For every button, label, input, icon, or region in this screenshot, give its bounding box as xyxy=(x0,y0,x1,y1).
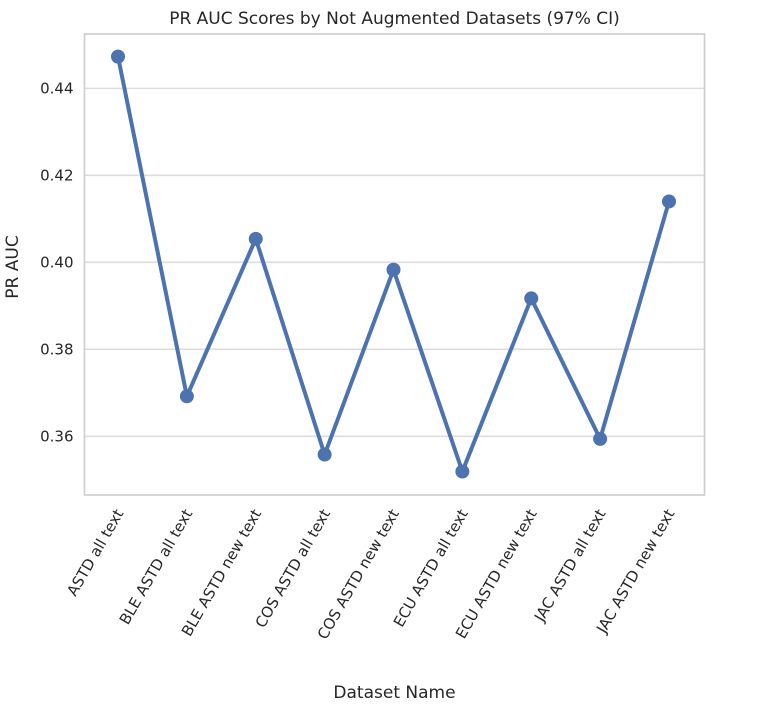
data-point xyxy=(111,49,125,64)
data-point xyxy=(455,464,470,479)
x-tick-label: ASTD all text xyxy=(63,506,127,599)
y-tick-label: 0.44 xyxy=(40,79,73,97)
chart-title: PR AUC Scores by Not Augmented Datasets … xyxy=(169,9,620,29)
x-tick-label: BLE ASTD all text xyxy=(116,506,197,628)
plot-area-frame xyxy=(83,33,706,496)
grid-lines xyxy=(84,87,705,438)
x-tick-label: JAC ASTD all text xyxy=(530,506,609,626)
data-point xyxy=(524,291,539,306)
data-point xyxy=(593,431,608,446)
data-point xyxy=(179,389,194,404)
x-tick-label: COS ASTD all text xyxy=(252,506,335,631)
x-tick-label: JAC ASTD new text xyxy=(592,506,678,637)
y-axis-ticks: 0.36 0.38 0.40 0.42 0.44 xyxy=(40,79,73,445)
y-tick-label: 0.38 xyxy=(40,340,73,358)
data-point xyxy=(248,231,263,246)
y-tick-label: 0.36 xyxy=(40,427,73,445)
y-tick-label: 0.42 xyxy=(40,166,73,184)
series-layer xyxy=(111,49,676,479)
data-point xyxy=(662,194,676,209)
data-point xyxy=(386,262,401,277)
x-axis-label: Dataset Name xyxy=(333,683,455,703)
y-axis-label: PR AUC xyxy=(3,235,23,298)
x-tick-label: ECU ASTD all text xyxy=(390,506,472,630)
data-point xyxy=(317,447,332,462)
y-tick-label: 0.40 xyxy=(40,253,73,271)
